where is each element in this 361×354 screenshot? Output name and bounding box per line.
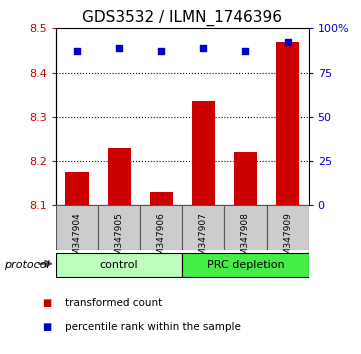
Bar	[140, 205, 182, 250]
Bar	[276, 41, 299, 205]
Text: GSM347909: GSM347909	[283, 212, 292, 267]
Text: ■: ■	[42, 322, 52, 332]
Text: GSM347905: GSM347905	[115, 212, 123, 267]
Point	[158, 48, 164, 54]
Text: GSM347906: GSM347906	[157, 212, 166, 267]
Text: PRC depletion: PRC depletion	[206, 259, 284, 270]
Point	[285, 40, 291, 45]
Bar	[192, 101, 215, 205]
Bar	[56, 253, 182, 276]
Bar	[182, 253, 309, 276]
Bar	[56, 205, 98, 250]
Bar	[266, 205, 309, 250]
Text: GSM347904: GSM347904	[73, 212, 82, 267]
Text: protocol: protocol	[4, 260, 49, 270]
Title: GDS3532 / ILMN_1746396: GDS3532 / ILMN_1746396	[82, 9, 282, 25]
Bar	[65, 172, 88, 205]
Point	[200, 45, 206, 51]
Bar	[182, 205, 225, 250]
Bar	[225, 205, 266, 250]
Point	[243, 48, 248, 54]
Text: transformed count: transformed count	[65, 298, 162, 308]
Bar	[108, 148, 131, 205]
Text: control: control	[100, 259, 138, 270]
Text: GSM347907: GSM347907	[199, 212, 208, 267]
Text: GSM347908: GSM347908	[241, 212, 250, 267]
Bar	[234, 152, 257, 205]
Text: percentile rank within the sample: percentile rank within the sample	[65, 322, 241, 332]
Point	[116, 45, 122, 51]
Bar	[98, 205, 140, 250]
Text: ■: ■	[42, 298, 52, 308]
Point	[74, 48, 80, 54]
Bar	[150, 192, 173, 205]
